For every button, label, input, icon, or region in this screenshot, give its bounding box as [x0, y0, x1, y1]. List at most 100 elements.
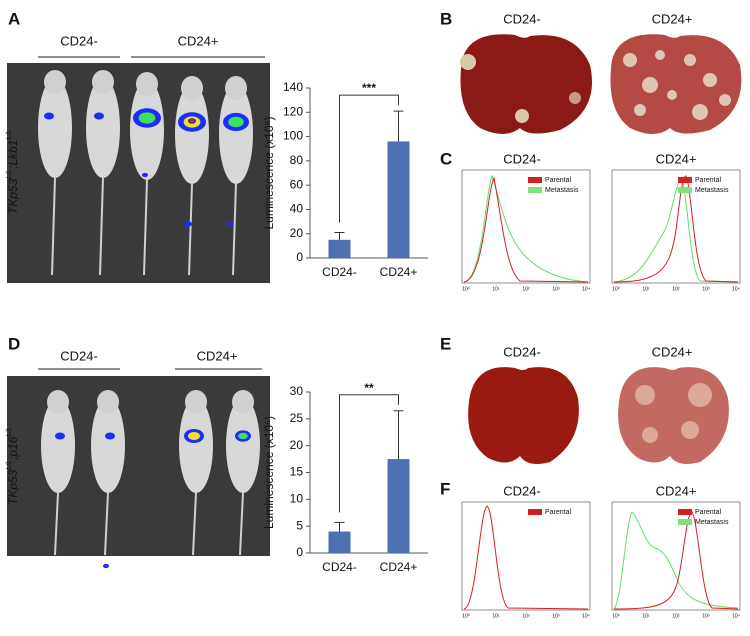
column-label: CD24+ [652, 11, 693, 26]
error-bar [334, 521, 345, 532]
histogram-curve [613, 511, 739, 610]
x-tick-label: 10⁰ [462, 613, 470, 619]
group-label: CD24+ [197, 348, 238, 363]
mouse-tail [54, 492, 59, 556]
legend-swatch [678, 509, 692, 515]
panel-label: D [8, 334, 20, 353]
legend-swatch [678, 177, 692, 183]
luminescence [238, 432, 248, 440]
luminescence [189, 119, 195, 123]
significance: ** [364, 381, 374, 395]
legend-label: Parental [545, 177, 572, 184]
x-tick-label: CD24+ [380, 560, 418, 574]
mouse-head [225, 76, 247, 100]
column-label: CD24+ [652, 344, 693, 359]
panel-label: B [440, 9, 452, 28]
group-label: CD24- [60, 33, 98, 48]
mouse-body [130, 80, 164, 180]
genotype-part: ;p16 [6, 436, 20, 460]
error-bar [393, 410, 404, 460]
legend-label: Metastasis [545, 187, 579, 194]
mouse-body [91, 398, 125, 493]
lung-photo [610, 34, 742, 134]
mouse-body [179, 398, 213, 493]
error-bar [393, 110, 404, 142]
y-axis-title: Luminescence (x10⁶) [262, 117, 276, 230]
group-label: CD24+ [178, 33, 219, 48]
panel-label: E [440, 334, 451, 353]
genotype-part: L/L [6, 427, 13, 437]
y-tick-label: 0 [296, 545, 303, 559]
x-tick-label: 10⁰ [612, 613, 620, 619]
lung-photo [468, 367, 579, 464]
x-tick-label: CD24- [322, 265, 357, 279]
x-tick-label: CD24+ [380, 265, 418, 279]
mouse-head [97, 390, 119, 414]
genotype-part: TKp53 [6, 178, 20, 214]
legend-swatch [678, 519, 692, 525]
mouse-head [47, 390, 69, 414]
histogram-curve [463, 176, 589, 283]
y-tick-label: 20 [290, 226, 304, 240]
legend-label: Metastasis [695, 187, 729, 194]
y-axis-title: Luminescence (x10⁶) [262, 416, 276, 529]
y-tick-label: 30 [290, 384, 304, 398]
mouse-tail [143, 179, 148, 276]
legend-swatch [678, 187, 692, 193]
genotype-part: L/L [6, 130, 13, 140]
lung-photo [618, 367, 729, 464]
genotype: TKp53L/L;Lkb1L/L [6, 130, 20, 214]
luminescence [44, 112, 54, 120]
y-tick-label: 5 [296, 518, 303, 532]
luminescence [184, 221, 192, 227]
y-tick-label: 80 [290, 153, 304, 167]
histogram-frame [461, 169, 591, 284]
significance-bracket [339, 94, 399, 223]
mouse-body [41, 398, 75, 493]
mouse-tail [232, 183, 237, 276]
y-tick-label: 120 [283, 104, 303, 118]
legend-label: Parental [545, 509, 572, 516]
column-label: CD24- [503, 483, 541, 498]
column-label: CD24- [503, 344, 541, 359]
luminescence [142, 172, 148, 178]
histogram-curve [463, 505, 589, 610]
histogram-curve [463, 174, 589, 283]
y-tick-label: 60 [290, 177, 304, 191]
mouse-head [185, 390, 207, 414]
bar [387, 459, 410, 553]
mouse-head [136, 72, 158, 96]
mouse-body [226, 398, 260, 493]
x-tick-label: 10² [522, 613, 530, 619]
mouse-tail [192, 492, 197, 556]
x-tick-label: 10⁰ [462, 286, 470, 292]
column-label: CD24- [503, 11, 541, 26]
luminescence [228, 116, 244, 128]
x-tick-label: 10³ [702, 613, 710, 619]
histogram-curve [613, 511, 739, 610]
luminescence [188, 432, 200, 440]
bar [387, 141, 410, 258]
luminescence [55, 432, 65, 440]
x-tick-label: 10² [672, 613, 680, 619]
x-tick-label: 10² [522, 286, 530, 292]
error-bar [334, 232, 345, 240]
legend-swatch [528, 509, 542, 515]
x-tick-label: 10¹ [492, 286, 500, 292]
y-tick-label: 140 [283, 80, 303, 94]
x-tick-label: 10⁴ [582, 286, 590, 292]
x-tick-label: 10³ [552, 286, 560, 292]
genotype-part: L/L [6, 460, 13, 470]
mouse-head [92, 70, 114, 94]
mouse-body [175, 84, 209, 184]
panel-label: A [8, 9, 20, 28]
column-label: CD24+ [656, 151, 697, 166]
histogram-frame [461, 501, 591, 611]
x-tick-label: 10³ [552, 613, 560, 619]
histogram-frame [611, 501, 741, 611]
x-tick-label: 10¹ [492, 613, 500, 619]
luminescence [94, 112, 104, 120]
x-tick-label: 10⁰ [612, 286, 620, 292]
genotype-part: L/L [6, 169, 13, 179]
